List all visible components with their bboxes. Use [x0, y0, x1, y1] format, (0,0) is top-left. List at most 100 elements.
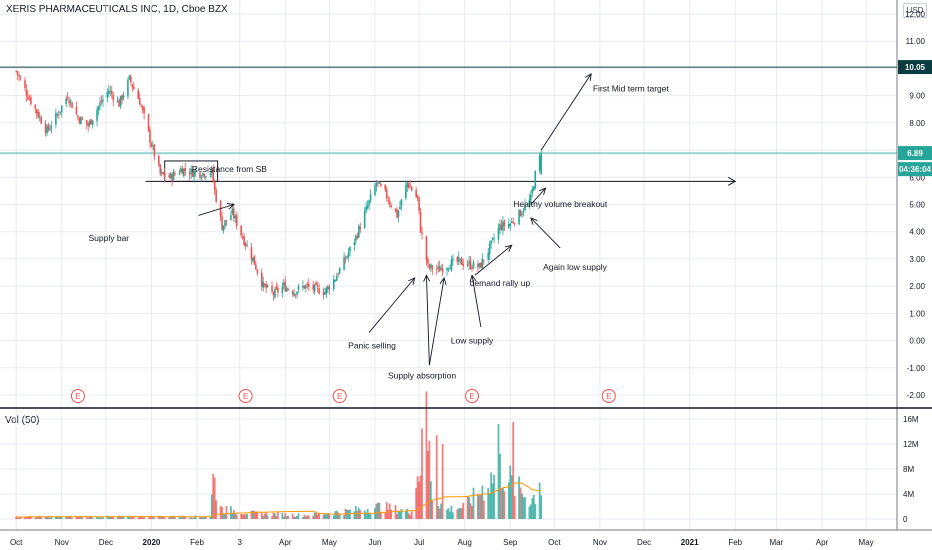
volume-bar [219, 506, 222, 519]
volume-bar [421, 428, 423, 519]
price-tag [898, 146, 932, 161]
candle-body [435, 268, 438, 270]
candle-body [306, 283, 309, 285]
time-tick-label: Mar [770, 538, 784, 547]
price-tick-label: 12.00 [905, 10, 926, 19]
volume-bar [466, 496, 469, 519]
volume-bar [179, 517, 182, 519]
candle-body [532, 186, 535, 191]
candle-body [377, 181, 379, 183]
volume-bar [90, 516, 93, 519]
annotation-arrow [474, 244, 513, 276]
volume-bar [294, 516, 297, 519]
candle-body [369, 194, 372, 201]
volume-bar [493, 474, 495, 519]
candle-body [158, 156, 160, 166]
volume-bar [390, 509, 393, 519]
candle-body [116, 100, 119, 102]
candle-body [540, 153, 542, 175]
candle-body [60, 105, 63, 112]
candle-body [406, 182, 409, 187]
candle-body [440, 268, 442, 270]
candle-body [405, 185, 407, 199]
candle-body [263, 283, 266, 286]
candle-body [469, 260, 472, 269]
volume-bar [322, 514, 325, 519]
candle-body [334, 279, 337, 281]
earnings-marker [465, 389, 480, 403]
volume-bar [538, 482, 541, 519]
candle-body [200, 177, 203, 179]
volume-bar [99, 517, 101, 519]
candle-body [347, 252, 350, 257]
candle-body [322, 292, 325, 295]
volume-bar [88, 516, 91, 519]
candle-body [221, 216, 223, 231]
time-tick-label: May [322, 538, 337, 547]
candle-body [534, 170, 537, 189]
volume-bar [460, 508, 463, 519]
volume-bar [529, 504, 532, 519]
candle-body [255, 264, 257, 270]
candle-body [502, 221, 504, 231]
volume-bar [243, 514, 246, 519]
volume-bar [518, 476, 520, 519]
volume-bar [28, 515, 31, 519]
volume-bar [349, 509, 351, 519]
volume-bar [160, 515, 163, 519]
candle-body [521, 213, 523, 215]
volume-bar [128, 515, 131, 519]
volume-bar [141, 517, 144, 519]
volume-bar [281, 512, 284, 519]
volume-bar [481, 485, 484, 519]
candle-body [181, 168, 184, 175]
candle-body [431, 266, 434, 270]
price-tick-label: 3.00 [909, 255, 925, 264]
price-tag-label: 10.05 [905, 63, 926, 72]
candle-body [296, 291, 298, 295]
volume-bar [38, 515, 41, 519]
candle-body [174, 173, 176, 175]
volume-bar [471, 506, 473, 519]
annotation-arrow [368, 277, 416, 333]
candle-body [224, 220, 226, 227]
candle-body [396, 209, 398, 218]
volume-bar [346, 509, 348, 519]
candle-body [447, 268, 450, 270]
volume-bar [253, 510, 256, 519]
earnings-marker-label: E [337, 392, 342, 401]
candle-body [47, 125, 50, 130]
volume-bar [149, 516, 151, 519]
currency-button[interactable]: USD [903, 3, 927, 18]
candle-body [380, 184, 382, 186]
volume-bar [377, 502, 379, 519]
candle-body [358, 225, 360, 238]
volume-bar [168, 517, 171, 519]
candle-body [210, 168, 213, 174]
volume-bar [307, 515, 310, 519]
volume-bar [440, 503, 443, 519]
candle-body [388, 200, 391, 205]
volume-bar [378, 502, 381, 519]
candle-body [487, 252, 490, 260]
candle-body [315, 282, 317, 285]
candle-body [81, 118, 84, 120]
candle-body [297, 286, 300, 290]
volume-tick-label: 16M [903, 415, 919, 424]
volume-bar [266, 515, 269, 519]
candle-body [130, 76, 132, 83]
candle-body [162, 172, 165, 175]
volume-bar [122, 515, 125, 519]
volume-bar [491, 483, 494, 519]
volume-bar [190, 517, 193, 519]
candle-body [446, 268, 448, 271]
candle-body [131, 84, 134, 88]
volume-bar [404, 511, 407, 519]
candle-body [452, 258, 454, 261]
candle-body [471, 268, 473, 270]
time-tick-label: Oct [548, 538, 561, 547]
volume-bar [275, 516, 278, 519]
volume-bar [121, 516, 123, 519]
candle-body [243, 236, 245, 245]
